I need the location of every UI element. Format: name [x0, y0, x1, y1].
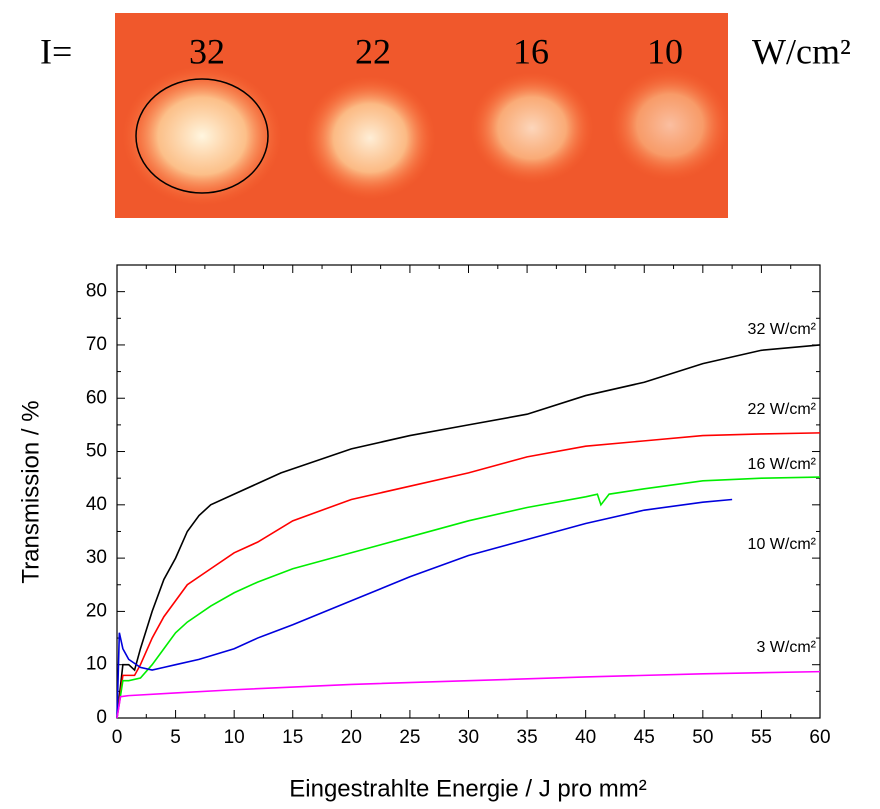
x-tick-label: 25 — [399, 727, 420, 748]
x-tick-label: 20 — [341, 727, 362, 748]
x-axis-label: Eingestrahlte Energie / J pro mm² — [289, 775, 646, 802]
x-tick-label: 5 — [170, 727, 181, 748]
x-tick-label: 50 — [692, 727, 713, 748]
series-line — [116, 498, 733, 719]
spot — [470, 72, 594, 184]
y-tick-label: 30 — [86, 547, 107, 568]
plot-frame — [116, 264, 821, 719]
y-tick-label: 10 — [86, 654, 107, 675]
y-tick-label: 50 — [86, 441, 107, 462]
y-tick-label: 20 — [86, 600, 107, 621]
series-label: 10 W/cm² — [748, 536, 817, 553]
x-tick-label: 35 — [517, 727, 538, 748]
x-tick-label: 0 — [112, 727, 123, 748]
spot — [610, 69, 730, 181]
spot — [304, 76, 436, 200]
y-tick-label: 0 — [96, 707, 107, 728]
photo-prefix: I= — [40, 31, 72, 71]
series-line — [116, 670, 821, 719]
x-tick-label: 55 — [751, 727, 772, 748]
x-tick-label: 40 — [575, 727, 596, 748]
y-axis-label: Transmission / % — [17, 400, 44, 583]
series-line — [116, 432, 821, 719]
spot — [122, 66, 282, 206]
x-tick-label: 60 — [809, 727, 830, 748]
y-tick-label: 40 — [86, 494, 107, 515]
photo-unit: W/cm² — [752, 31, 851, 71]
y-tick-label: 60 — [86, 387, 107, 408]
series-label: 3 W/cm² — [756, 639, 816, 656]
series-label: 32 W/cm² — [748, 321, 817, 338]
x-tick-label: 45 — [634, 727, 655, 748]
series-line — [116, 476, 821, 719]
y-tick-label: 70 — [86, 334, 107, 355]
photo-label: 22 — [355, 31, 391, 71]
photo-label: 16 — [513, 31, 549, 71]
x-tick-label: 15 — [282, 727, 303, 748]
x-tick-label: 10 — [224, 727, 245, 748]
photo-label: 32 — [189, 31, 225, 71]
x-tick-label: 30 — [458, 727, 479, 748]
circle-marker — [135, 78, 269, 194]
series-label: 22 W/cm² — [748, 401, 817, 418]
series-line — [116, 344, 821, 719]
photo-label: 10 — [647, 31, 683, 71]
series-label: 16 W/cm² — [748, 456, 817, 473]
y-tick-label: 80 — [86, 281, 107, 302]
